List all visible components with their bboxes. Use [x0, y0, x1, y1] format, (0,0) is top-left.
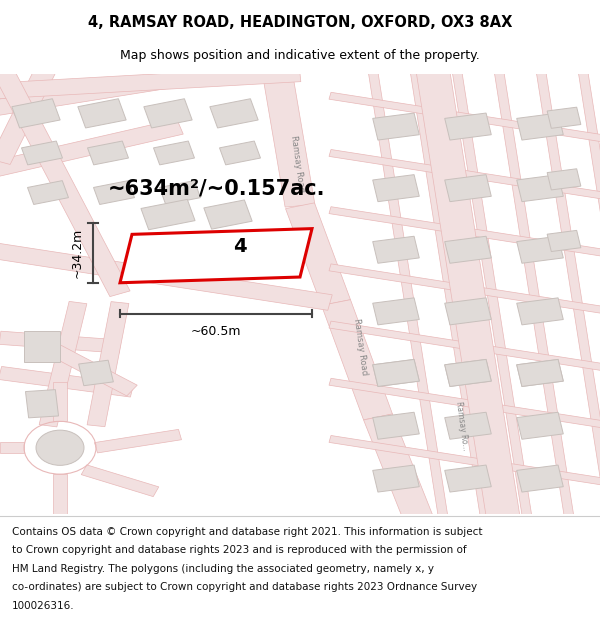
Polygon shape [373, 359, 419, 386]
Polygon shape [547, 231, 581, 251]
Polygon shape [204, 200, 252, 229]
Polygon shape [367, 64, 449, 523]
Polygon shape [94, 181, 134, 204]
Polygon shape [154, 141, 194, 165]
Polygon shape [373, 174, 419, 202]
Text: 100026316.: 100026316. [12, 601, 74, 611]
Polygon shape [517, 174, 563, 202]
Polygon shape [141, 199, 195, 230]
Polygon shape [445, 465, 491, 492]
Polygon shape [87, 302, 129, 427]
Polygon shape [88, 141, 128, 165]
Text: Ramsay Ro...: Ramsay Ro... [454, 401, 470, 451]
Polygon shape [0, 442, 24, 453]
Polygon shape [24, 331, 60, 362]
Polygon shape [373, 412, 419, 439]
Polygon shape [535, 64, 600, 523]
Polygon shape [373, 113, 419, 140]
Polygon shape [517, 359, 563, 386]
Polygon shape [517, 412, 563, 439]
Polygon shape [120, 229, 312, 282]
Text: ~634m²/~0.157ac.: ~634m²/~0.157ac. [108, 178, 325, 198]
Polygon shape [577, 64, 600, 523]
Polygon shape [0, 242, 332, 310]
Text: 4, RAMSAY ROAD, HEADINGTON, OXFORD, OX3 8AX: 4, RAMSAY ROAD, HEADINGTON, OXFORD, OX3 … [88, 14, 512, 29]
Polygon shape [445, 298, 491, 325]
Text: to Crown copyright and database rights 2023 and is reproduced with the permissio: to Crown copyright and database rights 2… [12, 546, 467, 556]
Polygon shape [329, 264, 600, 315]
Polygon shape [329, 149, 600, 201]
Polygon shape [547, 169, 581, 190]
Polygon shape [322, 300, 392, 420]
Polygon shape [373, 236, 419, 263]
Polygon shape [445, 359, 491, 386]
Polygon shape [43, 341, 137, 396]
Polygon shape [445, 174, 491, 202]
Polygon shape [53, 474, 67, 522]
Polygon shape [329, 207, 600, 258]
Polygon shape [517, 359, 563, 386]
Polygon shape [261, 64, 315, 207]
Polygon shape [364, 414, 434, 526]
Text: ~60.5m: ~60.5m [191, 324, 241, 338]
Polygon shape [0, 331, 121, 353]
Polygon shape [39, 301, 87, 427]
Text: Map shows position and indicative extent of the property.: Map shows position and indicative extent… [120, 49, 480, 62]
Polygon shape [79, 360, 113, 386]
Polygon shape [94, 429, 182, 453]
Polygon shape [373, 359, 419, 386]
Polygon shape [329, 321, 600, 372]
Polygon shape [409, 64, 491, 523]
Polygon shape [445, 236, 491, 263]
Polygon shape [445, 412, 491, 439]
Polygon shape [373, 298, 419, 325]
Text: co-ordinates) are subject to Crown copyright and database rights 2023 Ordnance S: co-ordinates) are subject to Crown copyr… [12, 582, 477, 592]
Polygon shape [210, 99, 258, 128]
Polygon shape [445, 113, 491, 140]
Polygon shape [373, 465, 419, 492]
Polygon shape [160, 181, 200, 204]
Polygon shape [53, 382, 67, 421]
Polygon shape [451, 64, 533, 523]
Polygon shape [78, 99, 126, 128]
Polygon shape [0, 58, 266, 117]
Text: Ramsay Road: Ramsay Road [289, 135, 305, 193]
Polygon shape [0, 62, 130, 297]
Polygon shape [25, 389, 59, 418]
Polygon shape [517, 113, 563, 140]
Text: 4: 4 [233, 237, 247, 256]
Polygon shape [445, 359, 491, 386]
Polygon shape [329, 378, 600, 429]
Polygon shape [0, 119, 183, 178]
Polygon shape [22, 141, 62, 165]
Polygon shape [0, 62, 58, 164]
Polygon shape [415, 64, 521, 524]
Polygon shape [286, 203, 350, 306]
Polygon shape [220, 141, 260, 165]
Polygon shape [329, 92, 600, 143]
Polygon shape [144, 99, 192, 128]
Text: ~34.2m: ~34.2m [71, 228, 84, 278]
Polygon shape [12, 99, 60, 128]
Polygon shape [81, 465, 159, 497]
Circle shape [36, 430, 84, 466]
Polygon shape [517, 236, 563, 263]
Text: Ramsay Road: Ramsay Road [352, 318, 368, 376]
Polygon shape [0, 66, 301, 99]
Polygon shape [329, 436, 600, 486]
Polygon shape [493, 64, 575, 523]
Text: Contains OS data © Crown copyright and database right 2021. This information is : Contains OS data © Crown copyright and d… [12, 527, 482, 537]
Text: HM Land Registry. The polygons (including the associated geometry, namely x, y: HM Land Registry. The polygons (includin… [12, 564, 434, 574]
Polygon shape [517, 465, 563, 492]
Polygon shape [28, 181, 68, 204]
Polygon shape [547, 107, 581, 128]
Polygon shape [517, 298, 563, 325]
Polygon shape [0, 366, 134, 397]
